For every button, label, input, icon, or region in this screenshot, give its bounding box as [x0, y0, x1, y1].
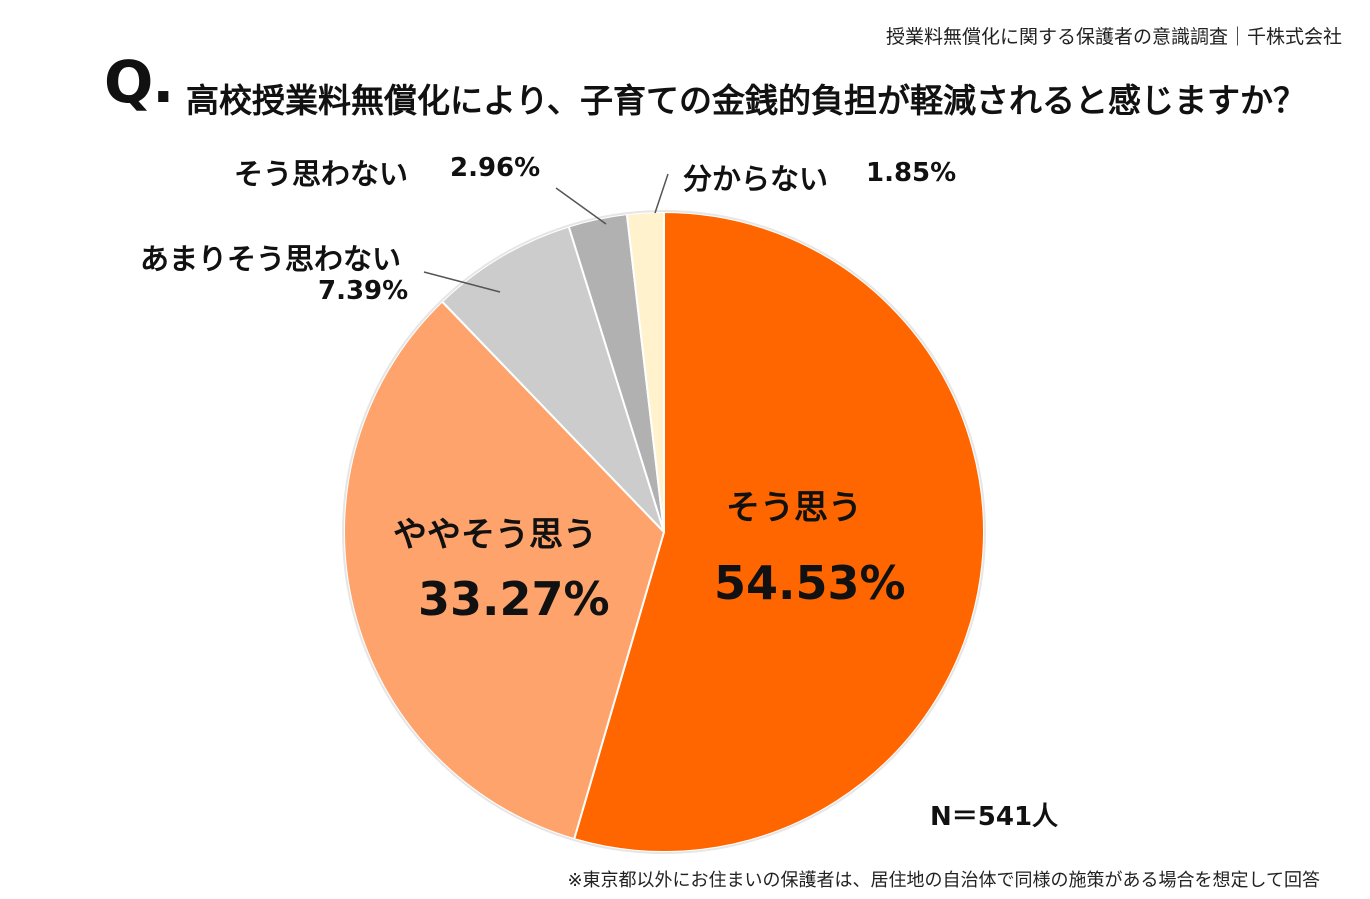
slice-agree [572, 210, 985, 853]
slice-label-dont-know: 分からない [683, 162, 829, 196]
slice-value-agree: 54.53% [714, 556, 906, 610]
slice-label-agree: そう思う [726, 488, 862, 528]
slice-label-disagree: そう思わない [234, 157, 409, 191]
slice-value-dont-know: 1.85% [866, 158, 957, 188]
leader-lines [423, 173, 669, 293]
source-credit: 授業料無償化に関する保護者の意識調査｜千株式会社 [885, 26, 1342, 48]
question-prefix: Q. [104, 48, 174, 116]
slice-label-somewhat-agree: ややそう思う [393, 515, 597, 555]
slice-value-not-much: 7.39% [318, 276, 409, 306]
pie-rim [342, 210, 986, 854]
sample-size: N＝541人 [930, 802, 1059, 832]
pie-slices [342, 210, 986, 854]
slice-somewhat-agree [343, 300, 666, 841]
slice-value-disagree: 2.96% [450, 153, 541, 183]
leader-line-dont-know [654, 173, 669, 214]
slice-not-much [440, 225, 665, 533]
slice-label-not-much: あまりそう思わない [140, 242, 402, 276]
leader-line-disagree [555, 187, 607, 225]
slice-value-somewhat-agree: 33.27% [418, 572, 610, 626]
footnote: ※東京都以外にお住まいの保護者は、居住地の自治体で同様の施策がある場合を想定して… [567, 870, 1320, 891]
question-text: 高校授業料無償化により、子育ての金銭的負担が軽減されると感じますか？ [186, 81, 1307, 120]
leader-line-not-much [423, 271, 501, 293]
